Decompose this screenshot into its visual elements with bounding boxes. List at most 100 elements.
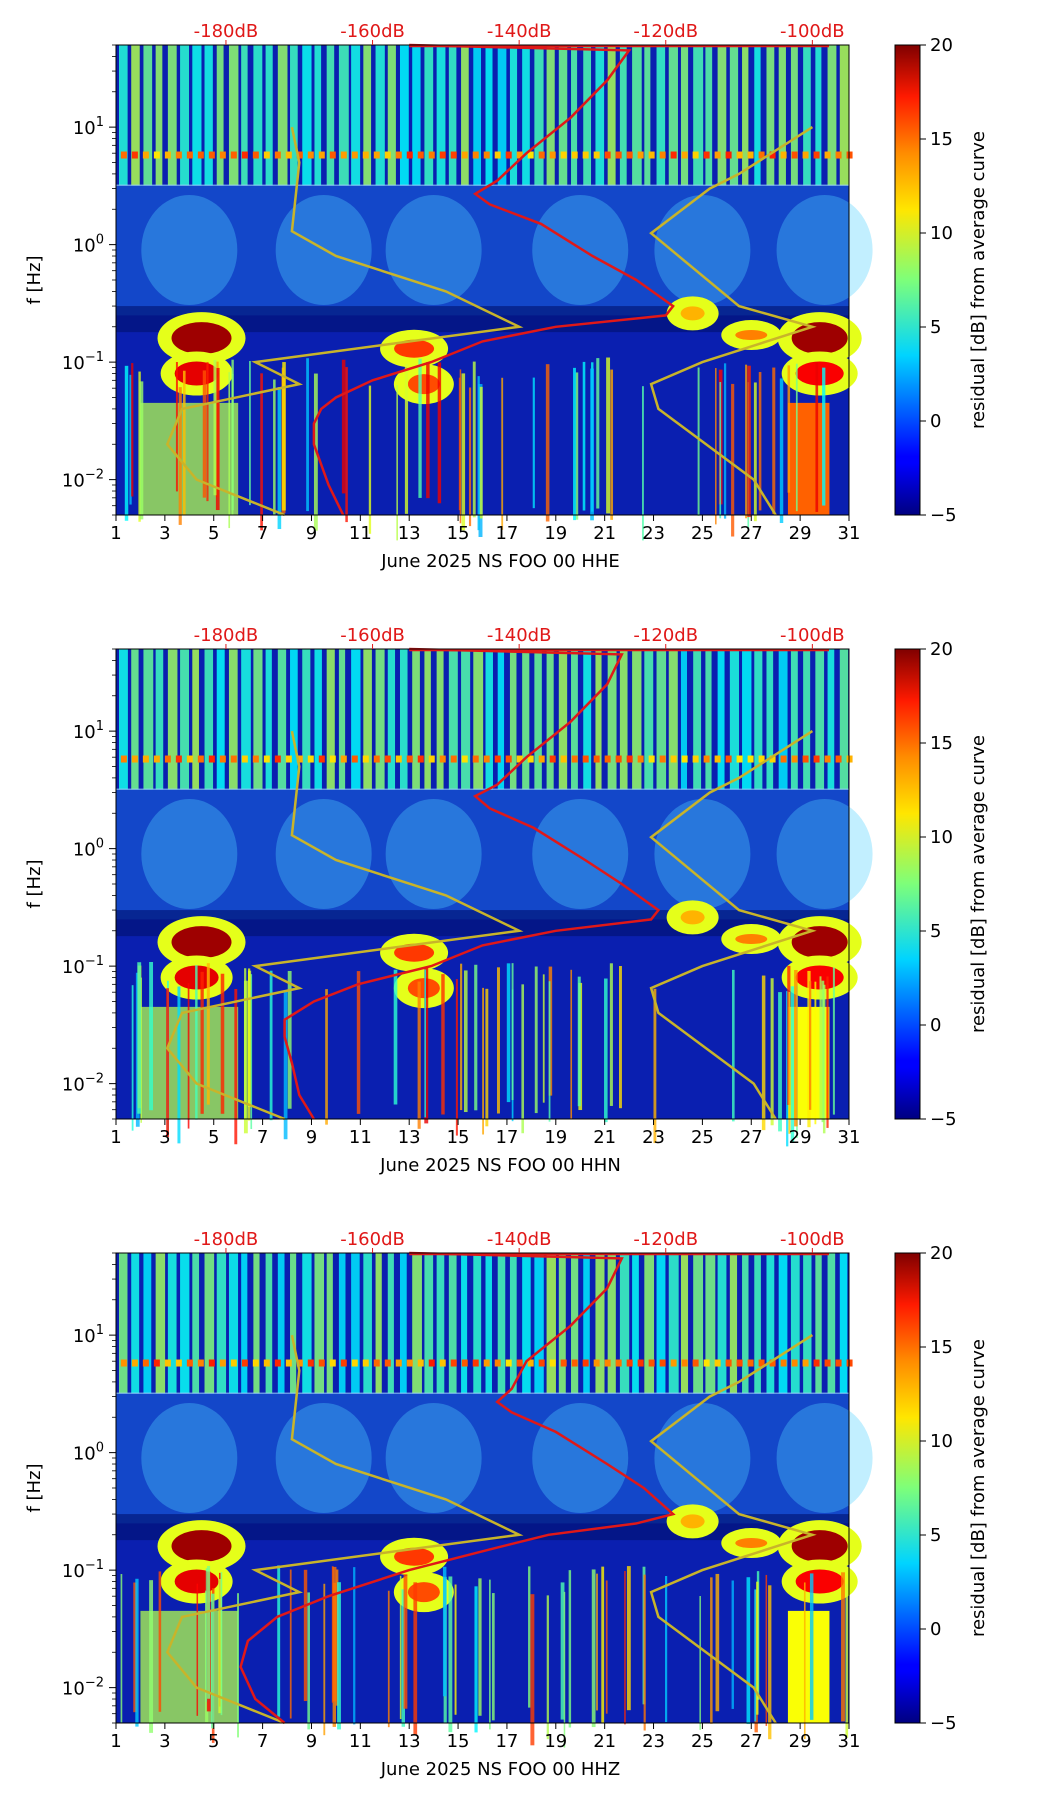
- heatmap-stripe: [595, 45, 605, 186]
- heatmap-streak: [624, 1570, 626, 1725]
- colorbar-gradient: [894, 1252, 921, 1724]
- heatmap-streak: [281, 367, 285, 511]
- heatmap-stripe: [815, 45, 822, 186]
- db-tick-label: -140dB: [487, 625, 552, 646]
- heatmap-stripe: [668, 45, 678, 186]
- heatmap-streak: [437, 362, 442, 504]
- heatmap-speckle: [450, 151, 457, 159]
- heatmap-streak: [761, 975, 766, 1131]
- heatmap-speckle: [648, 755, 655, 763]
- heatmap-streak: [353, 1567, 356, 1725]
- heatmap-stripe: [595, 1253, 605, 1394]
- heatmap-speckle: [516, 1359, 523, 1367]
- colorbar-label: residual [dB] from average curve: [968, 131, 989, 429]
- heatmap-stripe: [497, 45, 507, 186]
- heatmap-streak: [158, 1571, 162, 1712]
- heatmap-speckle: [725, 151, 732, 159]
- heatmap-stripe: [265, 45, 273, 186]
- heatmap-speckle: [439, 755, 446, 763]
- heatmap-stripe: [448, 649, 458, 790]
- heatmap-speckle: [417, 1359, 424, 1367]
- heatmap-streak: [731, 383, 735, 537]
- heatmap-stripe: [742, 45, 749, 186]
- heatmap-streak: [303, 1569, 308, 1702]
- heatmap-speckle: [417, 755, 424, 763]
- heatmap-stripe: [705, 649, 712, 790]
- heatmap-streak: [563, 1591, 566, 1748]
- median-psd-line: [312, 43, 675, 516]
- heatmap-stripe: [265, 649, 272, 790]
- heatmap-stripe: [778, 649, 788, 790]
- heatmap-streak: [200, 971, 204, 1114]
- heatmap-streak: [231, 359, 234, 511]
- heatmap-speckle: [560, 755, 567, 763]
- heatmap-speckle: [670, 1359, 677, 1367]
- heatmap-speckle: [142, 755, 149, 763]
- colorbar-tick-label: 10: [930, 223, 953, 244]
- heatmap-streak: [325, 989, 328, 1125]
- heatmap-hotspot: [407, 978, 440, 999]
- colorbar-tick-label: 5: [930, 921, 941, 942]
- heatmap-speckle: [153, 755, 160, 763]
- db-tick-label: -120dB: [633, 1229, 698, 1250]
- heatmap-stripe: [729, 1253, 738, 1394]
- db-tick-label: -120dB: [633, 625, 698, 646]
- heatmap-speckle: [571, 1359, 578, 1367]
- heatmap-streak: [417, 981, 421, 1129]
- heatmap-streak: [747, 365, 751, 518]
- heatmap-streak: [626, 1566, 631, 1711]
- heatmap-streak: [269, 970, 273, 1121]
- heatmap-stripe: [754, 649, 763, 790]
- heatmap-speckle: [670, 151, 677, 159]
- heatmap-speckle: [835, 1359, 842, 1367]
- heatmap-speckle: [703, 1359, 710, 1367]
- heatmap-speckle: [395, 151, 402, 159]
- heatmap-streak: [715, 1573, 720, 1712]
- heatmap-streak: [178, 387, 182, 525]
- heatmap-speckle: [406, 151, 413, 159]
- heatmap-speckle: [703, 151, 710, 159]
- x-axis-label: June 2025 NS FOO 00 HHN: [379, 1155, 621, 1176]
- heatmap-speckle: [483, 1359, 490, 1367]
- heatmap-speckle: [329, 1359, 336, 1367]
- heatmap-stripe: [729, 649, 740, 790]
- heatmap-streak: [754, 1589, 757, 1722]
- heatmap-stripe: [167, 45, 177, 186]
- colorbar-tick-label: 5: [930, 317, 941, 338]
- heatmap-stripe: [155, 1253, 166, 1394]
- heatmap-speckle: [208, 1359, 215, 1367]
- heatmap-stripe: [277, 1253, 285, 1394]
- heatmap-speckle: [516, 755, 523, 763]
- heatmap-stripe: [717, 649, 725, 790]
- heatmap-streak: [528, 1566, 531, 1708]
- heatmap-block: [140, 1610, 239, 1723]
- heatmap-speckle: [758, 1359, 765, 1367]
- heatmap-speckle: [505, 151, 512, 159]
- heatmap-speckle: [494, 151, 501, 159]
- heatmap-stripe: [216, 45, 224, 186]
- heatmap-speckle: [186, 755, 193, 763]
- heatmap-streak: [756, 1581, 759, 1715]
- x-tick-label: 17: [495, 1731, 518, 1752]
- heatmap-speckle: [494, 1359, 501, 1367]
- heatmap-streak: [135, 1578, 139, 1727]
- heatmap-stripe: [131, 1253, 140, 1394]
- x-tick-label: 1: [110, 1731, 121, 1752]
- heatmap-streak: [454, 1584, 457, 1715]
- heatmap-stripe: [351, 45, 361, 186]
- heatmap-streak: [746, 1577, 751, 1725]
- heatmap-speckle: [780, 151, 787, 159]
- heatmap-speckle: [593, 151, 600, 159]
- heatmap-streak: [605, 1580, 608, 1714]
- heatmap-streak: [808, 981, 812, 1110]
- heatmap-streak: [619, 966, 622, 1109]
- heatmap-speckle: [142, 151, 149, 159]
- heatmap-streak: [803, 1582, 806, 1739]
- heatmap-streak: [341, 359, 346, 494]
- heatmap-streak: [213, 359, 217, 496]
- heatmap-streak: [768, 1585, 772, 1740]
- db-tick-label: -140dB: [487, 1229, 552, 1250]
- heatmap-streak: [441, 974, 445, 1115]
- heatmap-stripe: [314, 649, 322, 790]
- heatmap-speckle: [505, 1359, 512, 1367]
